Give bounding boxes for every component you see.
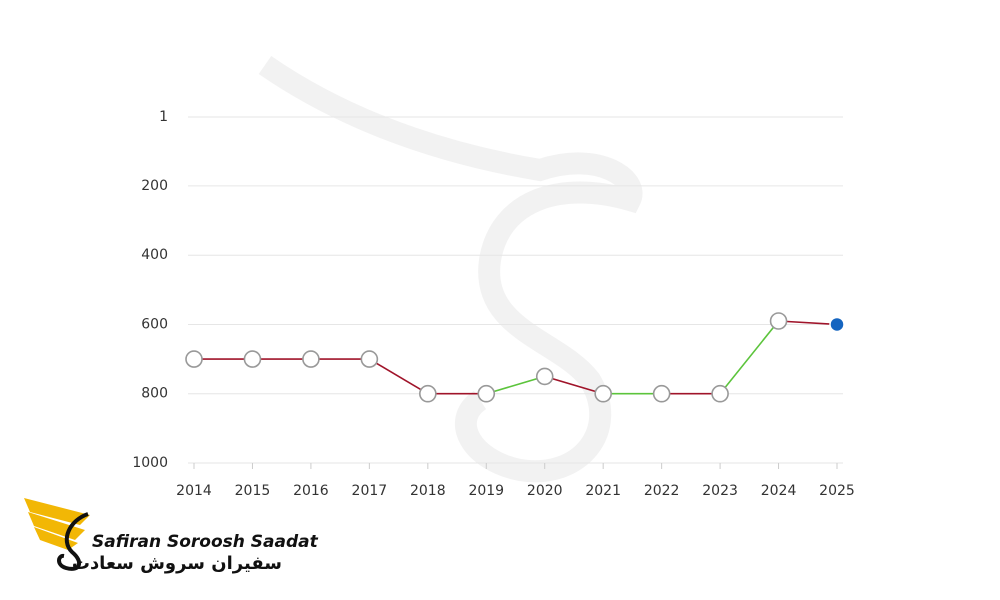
logo: Safiran Soroosh Saadat سفیران سروش سعادت [24, 498, 319, 574]
x-tick-label: 2020 [527, 483, 563, 499]
y-tick-label: 1 [159, 109, 168, 125]
y-tick-label: 400 [141, 247, 168, 263]
x-tick-label: 2021 [585, 483, 621, 499]
y-tick-label: 600 [141, 316, 168, 332]
x-tick-label: 2023 [702, 483, 738, 499]
line-segment [778, 320, 838, 326]
x-tick-label: 2016 [293, 483, 329, 499]
x-tick-label: 2015 [235, 483, 271, 499]
marker [360, 350, 379, 368]
logo-name: Safiran Soroosh Saadat [92, 532, 319, 552]
x-tick-label: 2019 [468, 483, 504, 499]
marker [829, 316, 845, 333]
marker [711, 384, 729, 403]
y-tick-label: 800 [141, 386, 168, 402]
y-tick-label: 200 [141, 178, 168, 194]
line-segment [486, 375, 545, 395]
watermark [258, 55, 643, 483]
x-tick-label: 2014 [176, 483, 212, 499]
x-tick-label: 2018 [410, 483, 446, 499]
marker [243, 350, 262, 368]
marker [477, 384, 496, 403]
marker [594, 384, 612, 403]
marker [769, 312, 788, 330]
logo-s [57, 512, 89, 571]
line-segment [719, 320, 780, 395]
logo-wing [24, 498, 90, 525]
logo-wing [28, 512, 85, 540]
x-tick-label: 2025 [819, 483, 855, 499]
marker [652, 384, 671, 403]
marker [535, 367, 554, 386]
marker [302, 350, 320, 368]
marker [185, 350, 203, 368]
line-segment [544, 375, 604, 395]
x-tick-label: 2022 [644, 483, 680, 499]
x-tick-label: 2024 [761, 483, 797, 499]
x-tick-label: 2017 [352, 483, 388, 499]
marker [419, 384, 437, 403]
watermark-shape [258, 55, 643, 483]
y-tick-label: 1000 [132, 455, 168, 471]
line-segment [368, 358, 429, 395]
logo-name-fa: سفیران سروش سعادت [72, 553, 282, 574]
